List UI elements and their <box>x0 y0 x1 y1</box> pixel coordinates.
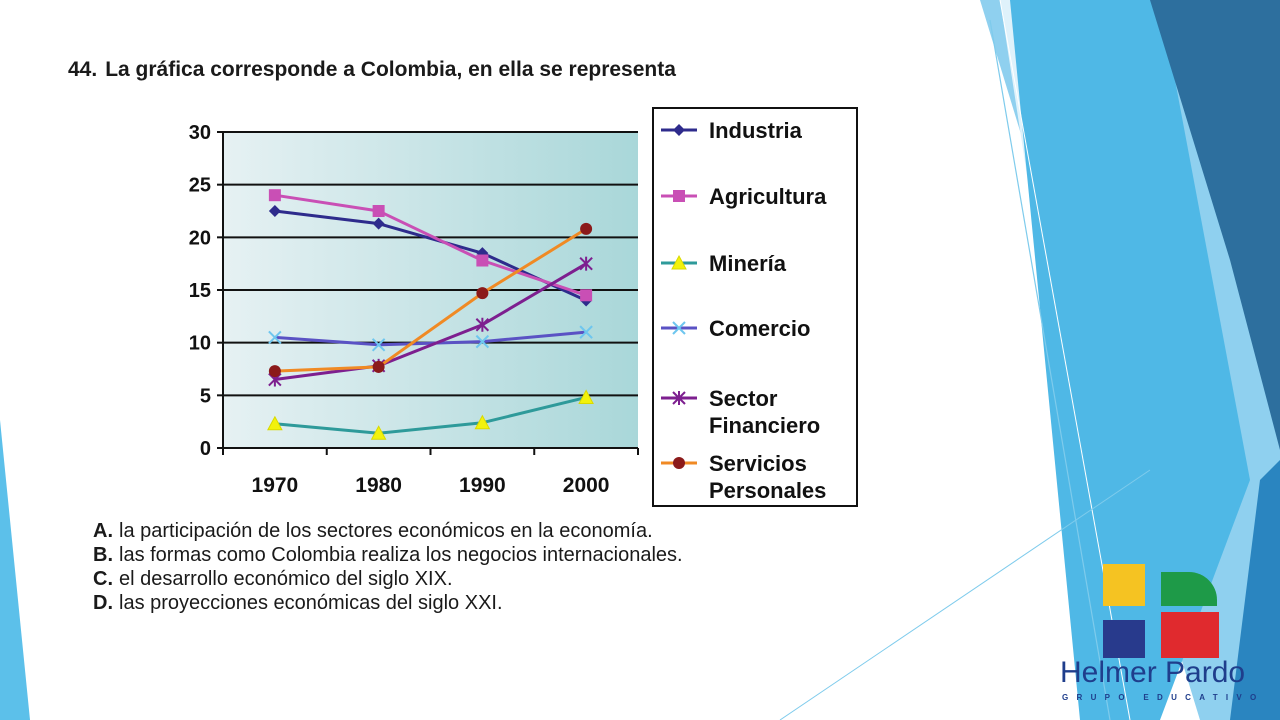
deco-mid-band <box>1010 0 1250 720</box>
helmer-pardo-logo: Helmer Pardo GRUPO EDUCATIVO <box>1056 560 1266 710</box>
series-agricultura <box>268 189 593 302</box>
legend-entry: Sector Financiero <box>661 386 820 438</box>
data-point <box>370 425 387 440</box>
data-point <box>267 415 283 431</box>
series-line <box>274 193 587 297</box>
legend-label: Minería <box>709 251 787 276</box>
legend-entry: Agricultura <box>661 184 827 209</box>
option-b[interactable]: B. las formas como Colombia realiza los n… <box>93 543 683 567</box>
x-tick-label: 2000 <box>563 474 610 497</box>
series-line <box>274 227 587 373</box>
data-point <box>475 334 490 349</box>
series-line <box>274 330 587 347</box>
data-point <box>474 414 491 430</box>
answer-options: A. la participación de los sectores econó… <box>93 519 683 615</box>
data-point <box>476 254 489 267</box>
data-point <box>268 205 281 217</box>
legend-label: Comercio <box>709 316 810 341</box>
deco-deep-band <box>1230 460 1280 720</box>
legend-label: Sector Financiero <box>709 386 820 438</box>
option-a-text: la participación de los sectores económi… <box>119 520 653 542</box>
series-comercio <box>268 325 593 352</box>
x-tick-label: 1980 <box>355 474 402 497</box>
line-chart: 0 5 10 15 20 25 30 1970 1980 1990 2000 Industria Agr… <box>189 107 858 507</box>
data-point <box>476 287 489 300</box>
data-point <box>372 217 385 230</box>
data-point <box>579 256 593 271</box>
deco-left-band <box>0 420 30 720</box>
x-tick-label: 1970 <box>252 474 299 497</box>
data-point <box>268 365 281 378</box>
logo-navy-square <box>1103 620 1145 658</box>
option-d-key: D. <box>93 592 113 614</box>
question-text: La gráfica corresponde a Colombia, en el… <box>105 58 676 81</box>
x-tick-label: 1990 <box>459 474 506 497</box>
option-c[interactable]: C. el desarrollo económico del siglo XIX. <box>93 567 683 591</box>
question-number: 44. <box>68 58 98 81</box>
y-tick-label: 10 <box>189 333 211 355</box>
logo-red-shape <box>1161 612 1219 658</box>
legend-box <box>652 107 858 507</box>
data-point <box>580 289 593 302</box>
y-tick-label: 30 <box>189 122 211 144</box>
y-tick-label: 15 <box>189 280 211 302</box>
legend-swatch-marker <box>672 391 686 405</box>
legend-entry: Industria <box>661 118 803 143</box>
data-point <box>578 389 594 404</box>
legend-entry: Minería <box>661 251 787 276</box>
data-point <box>580 222 593 235</box>
option-a-key: A. <box>93 520 113 542</box>
question-title: 44. La gráfica corresponde a Colombia, en… <box>68 58 676 82</box>
legend-swatch-marker <box>672 321 686 335</box>
option-c-text: el desarrollo económico del siglo XIX. <box>119 568 453 590</box>
option-c-key: C. <box>93 568 113 590</box>
y-tick-label: 5 <box>200 385 211 407</box>
data-point <box>372 205 385 217</box>
series-servicios-personales <box>268 222 593 378</box>
option-d[interactable]: D. las proyecciones económicas del siglo … <box>93 591 683 615</box>
logo-yellow-square <box>1103 564 1145 606</box>
data-point <box>475 317 490 332</box>
deco-line-3 <box>779 469 1151 720</box>
y-tick-label: 0 <box>200 438 211 460</box>
legend-entry: Comercio <box>661 316 810 341</box>
deco-line-1 <box>989 19 1111 720</box>
legend-swatch-marker <box>673 124 685 136</box>
legend-swatch-marker <box>673 457 685 469</box>
series-line <box>274 262 587 382</box>
option-b-key: B. <box>93 544 113 566</box>
y-tick-label: 20 <box>189 227 211 249</box>
series-minería <box>267 389 594 440</box>
option-b-text: las formas como Colombia realiza los neg… <box>119 544 683 566</box>
data-point <box>371 338 386 352</box>
data-point <box>372 360 385 373</box>
logo-green-shape <box>1161 572 1217 606</box>
legend-label: Servicios Personales <box>709 451 826 503</box>
series-line <box>274 395 587 435</box>
legend-label: Industria <box>709 118 803 143</box>
option-d-text: las proyecciones económicas del siglo XX… <box>119 592 503 614</box>
logo-name: Helmer Pardo <box>1060 656 1246 689</box>
data-point <box>579 325 593 339</box>
legend-swatch-marker <box>671 254 687 270</box>
data-point <box>268 189 281 202</box>
y-tick-label: 25 <box>189 175 211 197</box>
legend-entry: Servicios Personales <box>661 451 826 503</box>
deco-dark-band <box>1150 0 1280 450</box>
option-a[interactable]: A. la participación de los sectores econó… <box>93 519 683 543</box>
legend-label: Agricultura <box>709 184 827 209</box>
legend-swatch-marker <box>673 190 685 202</box>
logo-subtitle: GRUPO EDUCATIVO <box>1062 693 1265 702</box>
data-point <box>268 330 282 345</box>
